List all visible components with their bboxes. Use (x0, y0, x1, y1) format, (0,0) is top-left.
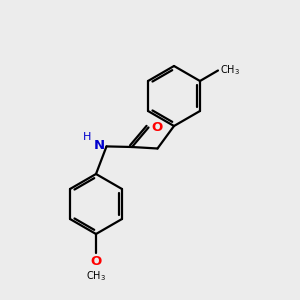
Text: H: H (82, 132, 91, 142)
Text: N: N (94, 139, 105, 152)
Text: O: O (90, 255, 102, 268)
Text: CH$_3$: CH$_3$ (85, 269, 106, 283)
Text: CH$_3$: CH$_3$ (220, 64, 240, 77)
Text: O: O (151, 121, 162, 134)
